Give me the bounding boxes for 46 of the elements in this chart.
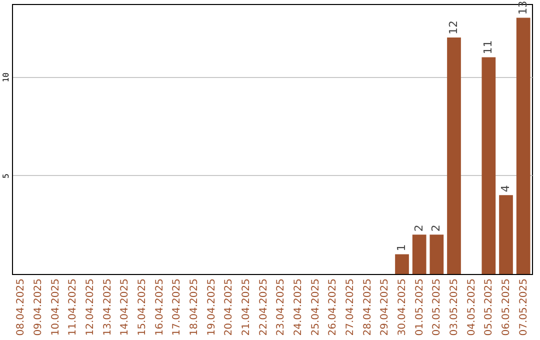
x-tick-label: 30.04.2025 xyxy=(397,278,408,336)
x-tick-label: 12.04.2025 xyxy=(85,278,96,336)
x-tick-label: 14.04.2025 xyxy=(120,278,131,336)
x-tick-label: 24.04.2025 xyxy=(293,278,304,336)
x-tick-label: 06.05.2025 xyxy=(501,278,512,336)
bar xyxy=(499,195,513,274)
x-tick-label: 21.04.2025 xyxy=(241,278,252,336)
x-tick-label: 05.05.2025 xyxy=(484,278,495,336)
x-tick-label: 20.04.2025 xyxy=(224,278,235,336)
data-label: 2 xyxy=(412,224,426,232)
x-tick-label: 16.04.2025 xyxy=(154,278,166,336)
x-tick-label: 29.04.2025 xyxy=(380,278,391,336)
x-tick-label: 28.04.2025 xyxy=(362,278,374,336)
x-tick-label: 27.04.2025 xyxy=(345,278,356,336)
bar xyxy=(395,254,409,274)
x-tick-label: 22.04.2025 xyxy=(258,278,270,336)
x-tick-label: 23.04.2025 xyxy=(276,278,287,336)
data-label: 11 xyxy=(482,40,495,54)
x-tick-label: 01.05.2025 xyxy=(414,278,426,336)
x-tick-label: 26.04.2025 xyxy=(328,278,339,336)
y-tick-label: 10 xyxy=(2,72,10,82)
x-tick-label: 25.04.2025 xyxy=(310,278,322,336)
bar xyxy=(516,18,530,274)
bar xyxy=(412,234,426,274)
x-tick-label: 09.04.2025 xyxy=(33,278,44,336)
x-tick-label: 07.05.2025 xyxy=(518,278,530,336)
data-label: 4 xyxy=(499,185,512,192)
x-tick-label: 03.05.2025 xyxy=(449,278,460,336)
x-tick-label: 08.04.2025 xyxy=(16,278,27,336)
bar xyxy=(430,234,444,274)
x-tick-label: 17.04.2025 xyxy=(172,278,183,336)
x-tick-label: 11.04.2025 xyxy=(68,278,79,336)
data-label: 13 xyxy=(516,0,530,15)
x-tick-label: 02.05.2025 xyxy=(432,278,443,336)
x-tick-label: 19.04.2025 xyxy=(206,278,218,336)
data-label: 2 xyxy=(430,224,443,232)
x-tick-label: 15.04.2025 xyxy=(137,278,148,336)
x-tick-label: 13.04.2025 xyxy=(102,278,114,336)
data-label: 12 xyxy=(447,20,460,35)
x-tick-label: 18.04.2025 xyxy=(189,278,200,336)
bar xyxy=(482,57,496,274)
bar xyxy=(447,38,461,274)
x-tick-label: 10.04.2025 xyxy=(50,278,62,336)
y-tick-label: 5 xyxy=(2,173,10,178)
data-label: 1 xyxy=(395,244,408,252)
x-tick-label: 04.05.2025 xyxy=(466,278,478,336)
